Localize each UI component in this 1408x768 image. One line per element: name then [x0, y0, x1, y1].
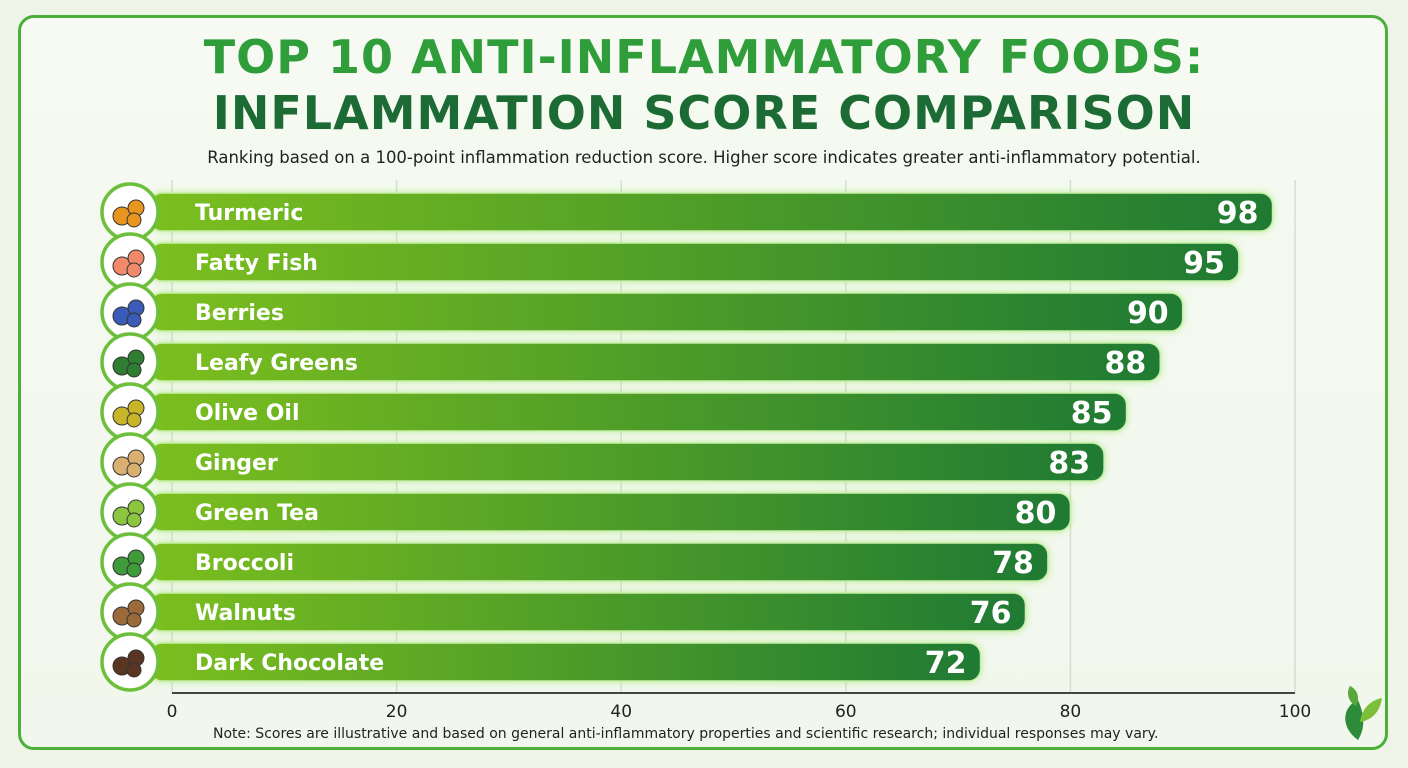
leafy-greens-icon	[112, 349, 145, 378]
bar-label: Olive Oil	[195, 401, 300, 426]
data-label: 78	[992, 546, 1034, 581]
bar-label: Leafy Greens	[195, 351, 358, 376]
data-label: 95	[1183, 246, 1225, 281]
x-tick-label: 0	[167, 702, 178, 722]
turmeric-icon	[112, 199, 145, 228]
bar-label: Green Tea	[195, 501, 319, 526]
x-tick-label: 100	[1279, 702, 1311, 722]
x-tick-label: 60	[835, 702, 857, 722]
data-label: 88	[1104, 346, 1146, 381]
data-label: 72	[925, 646, 967, 681]
x-tick-label: 40	[610, 702, 632, 722]
data-label: 83	[1048, 446, 1090, 481]
bar	[149, 192, 1274, 232]
berries-icon	[112, 299, 145, 328]
walnut-icon	[112, 599, 145, 628]
data-label: 80	[1015, 496, 1057, 531]
chocolate-icon	[112, 649, 145, 678]
data-label: 98	[1217, 196, 1259, 231]
data-label: 85	[1071, 396, 1113, 431]
x-tick-label: 20	[386, 702, 408, 722]
bar-label: Ginger	[195, 451, 278, 476]
x-tick-label: 80	[1060, 702, 1082, 722]
bar-label: Fatty Fish	[195, 251, 318, 276]
bar-label: Dark Chocolate	[195, 651, 384, 676]
data-label: 90	[1127, 296, 1169, 331]
chart-subtitle: Ranking based on a 100-point inflammatio…	[207, 148, 1201, 167]
bar-label: Broccoli	[195, 551, 294, 576]
green-tea-icon	[112, 499, 145, 528]
fish-icon	[112, 249, 145, 278]
data-label: 76	[970, 596, 1012, 631]
chart-note: Note: Scores are illustrative and based …	[213, 726, 1159, 742]
olive-oil-icon	[112, 399, 145, 428]
leaf-logo-icon	[1345, 686, 1382, 740]
chart-title: TOP 10 ANTI-INFLAMMATORY FOODS:	[203, 30, 1205, 84]
broccoli-icon	[112, 549, 145, 578]
bar-label: Walnuts	[195, 601, 296, 626]
bar-label: Berries	[195, 301, 284, 326]
ginger-icon	[112, 449, 145, 478]
bar-label: Turmeric	[195, 201, 303, 226]
bar	[149, 442, 1105, 482]
bar	[149, 292, 1184, 332]
chart-title-line2: INFLAMMATION SCORE COMPARISON	[212, 86, 1196, 140]
